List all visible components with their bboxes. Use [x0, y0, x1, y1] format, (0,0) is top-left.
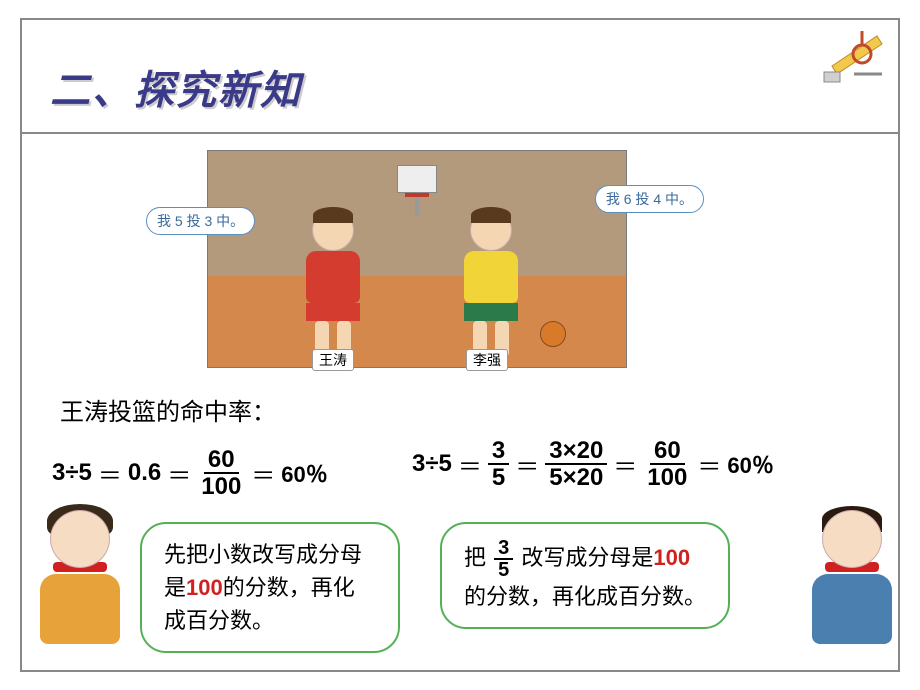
- equation-2: 3÷5 ＝ 35 ＝ 3×205×20 ＝ 60100 ＝ 60％: [412, 438, 774, 490]
- speech-bubble-left: 我 5 投 3 中。: [146, 207, 255, 235]
- kid-left-icon: [288, 209, 378, 357]
- corner-decoration-icon: [822, 26, 892, 86]
- basketball-icon: [540, 321, 566, 347]
- girl-character-icon: [30, 510, 130, 660]
- boy-character-icon: [802, 510, 902, 660]
- explain-bubble-left: 先把小数改写成分母是100的分数，再化成百分数。: [140, 522, 400, 653]
- section-title: 二、探究新知: [50, 58, 302, 116]
- explain-bubble-right: 把 35 改写成分母是100的分数，再化成百分数。: [440, 522, 730, 629]
- kid-right-icon: [446, 209, 536, 357]
- hoop-icon: [397, 165, 437, 215]
- speech-bubble-right: 我 6 投 4 中。: [595, 185, 704, 213]
- name-tag-left: 王涛: [312, 349, 354, 371]
- summary-text: 王涛投篮的命中率：: [60, 392, 276, 427]
- title-divider: [22, 132, 898, 134]
- basketball-scene: 我 5 投 3 中。 我 6 投 4 中。 王涛 李强: [207, 150, 627, 368]
- name-tag-right: 李强: [466, 349, 508, 371]
